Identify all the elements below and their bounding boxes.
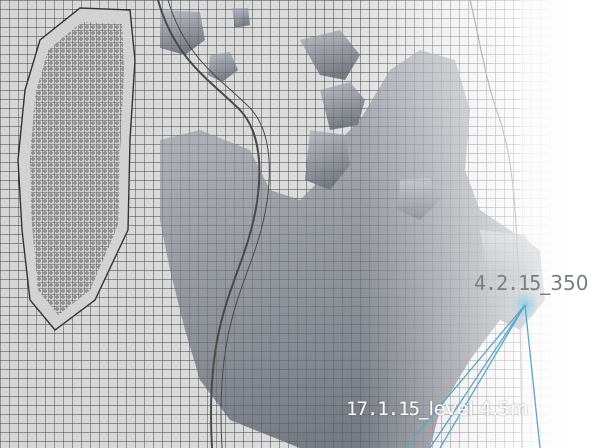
fade-overlay bbox=[360, 0, 592, 448]
sensor-reading-upper: 4.2.15_350 bbox=[474, 271, 589, 295]
sensor-connectors bbox=[404, 304, 541, 448]
sensor-reading-lower: 17.1.15_level 4.5m bbox=[346, 398, 529, 420]
district-dense-grid bbox=[30, 22, 124, 315]
river-corridor-edge bbox=[167, 0, 270, 448]
river-corridor bbox=[157, 0, 261, 448]
